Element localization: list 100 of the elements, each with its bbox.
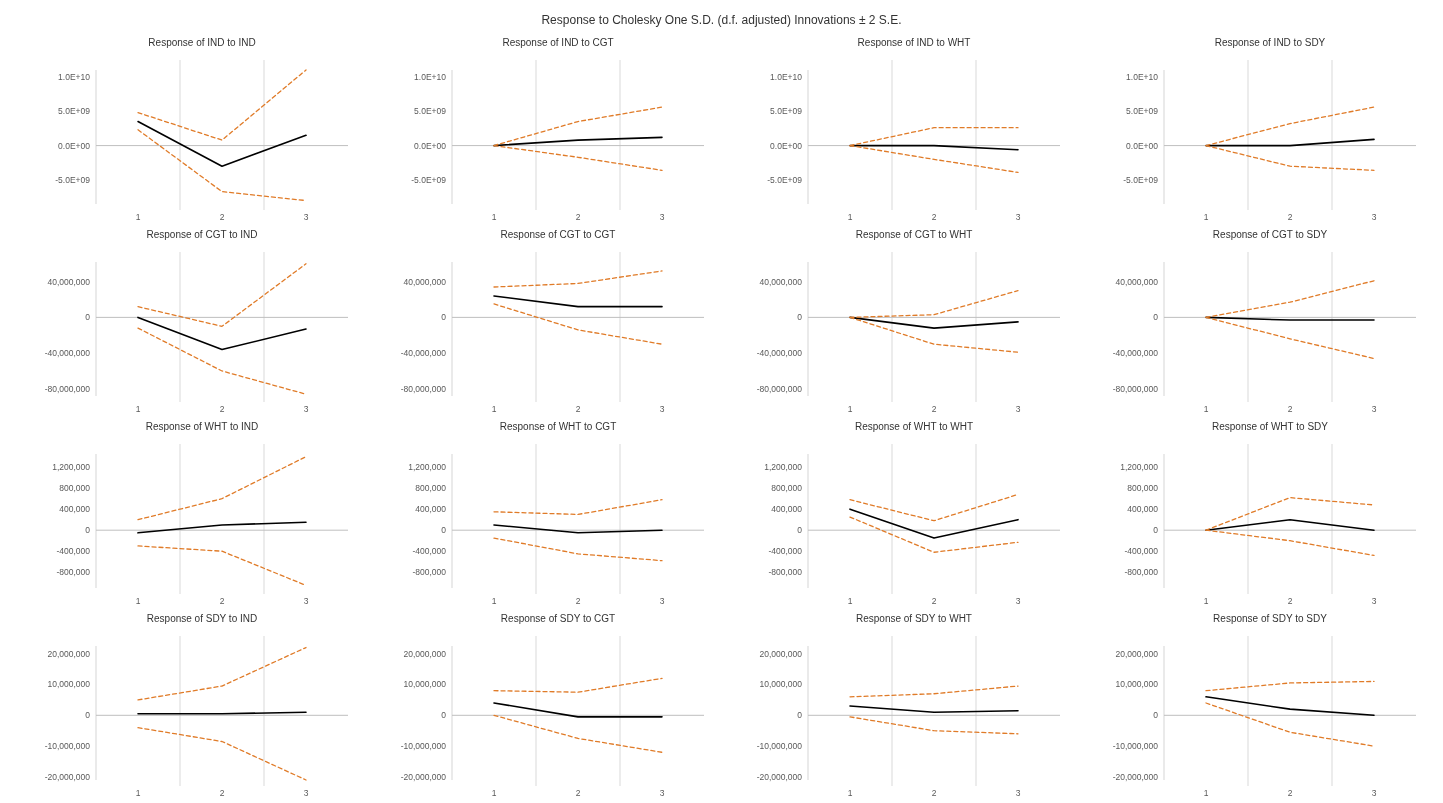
y-tick-label: 800,000	[415, 483, 447, 494]
y-tick-label: -5.0E+09	[55, 174, 91, 185]
y-tick-label: 0	[441, 525, 447, 536]
y-tick-label: 0	[797, 525, 803, 536]
chart-title: Response of SDY to CGT	[500, 613, 616, 624]
y-tick-label: -5.0E+09	[411, 174, 447, 185]
chart-title: Response of CGT to CGT	[500, 229, 616, 240]
y-tick-label: 40,000,000	[47, 276, 91, 287]
y-tick-label: -400,000	[56, 546, 91, 557]
x-tick-label: 3	[1371, 212, 1377, 222]
chart-title: Response of SDY to WHT	[856, 613, 972, 624]
chart-title: Response of IND to SDY	[1214, 37, 1326, 48]
y-tick-label: 40,000,000	[403, 276, 447, 287]
x-tick-label: 1	[135, 212, 141, 222]
x-tick-label: 3	[1371, 596, 1377, 606]
y-tick-label: -40,000,000	[44, 348, 91, 359]
chart-title: Response of CGT to WHT	[855, 229, 973, 240]
x-tick-label: 2	[219, 404, 225, 414]
y-tick-label: 1.0E+10	[58, 71, 91, 82]
x-tick-label: 2	[931, 596, 937, 606]
x-tick-label: 1	[847, 596, 853, 606]
y-tick-label: 40,000,000	[759, 276, 803, 287]
x-tick-label: 2	[575, 404, 581, 414]
x-tick-label: 3	[659, 788, 665, 798]
y-tick-label: 20,000,000	[403, 648, 447, 659]
text: Response to Cholesky One S.D. (d.f. adjusted) Innovations ± 2 S.E.	[541, 13, 902, 27]
y-tick-label: 10,000,000	[759, 679, 803, 690]
y-tick-label: 1.0E+10	[770, 71, 803, 82]
y-tick-label: -400,000	[1124, 546, 1159, 557]
chart-title: Response of WHT to IND	[145, 421, 259, 432]
chart-title: Response of CGT to IND	[146, 229, 258, 240]
y-tick-label: 20,000,000	[47, 648, 91, 659]
y-tick-label: 20,000,000	[1115, 648, 1159, 659]
y-tick-label: -80,000,000	[1112, 383, 1159, 394]
x-tick-label: 1	[491, 212, 497, 222]
chart-title: Response of SDY to IND	[146, 613, 258, 624]
x-tick-label: 3	[303, 596, 309, 606]
x-tick-label: 1	[847, 788, 853, 798]
x-tick-label: 3	[659, 596, 665, 606]
y-tick-label: 5.0E+09	[58, 106, 91, 117]
x-tick-label: 1	[847, 404, 853, 414]
y-tick-label: 1,200,000	[1120, 462, 1159, 473]
x-tick-label: 3	[1015, 404, 1021, 414]
x-tick-label: 3	[1015, 212, 1021, 222]
y-tick-label: -5.0E+09	[1123, 174, 1159, 185]
y-tick-label: -80,000,000	[400, 383, 447, 394]
y-tick-label: 10,000,000	[1115, 679, 1159, 690]
x-tick-label: 2	[219, 596, 225, 606]
x-tick-label: 1	[847, 212, 853, 222]
y-tick-label: -20,000,000	[400, 771, 447, 782]
y-tick-label: 0	[441, 710, 447, 721]
y-tick-label: 0	[441, 312, 447, 323]
x-tick-label: 3	[659, 212, 665, 222]
x-tick-label: 3	[659, 404, 665, 414]
y-tick-label: 5.0E+09	[770, 106, 803, 117]
x-tick-label: 1	[1203, 212, 1209, 222]
y-tick-label: -400,000	[412, 546, 447, 557]
y-tick-label: -5.0E+09	[767, 174, 803, 185]
x-tick-label: 1	[1203, 596, 1209, 606]
chart-title: Response of WHT to SDY	[1212, 421, 1329, 432]
x-tick-label: 1	[491, 788, 497, 798]
y-tick-label: -20,000,000	[1112, 771, 1159, 782]
x-tick-label: 2	[1287, 404, 1293, 414]
y-tick-label: 0	[797, 710, 803, 721]
x-tick-label: 2	[575, 212, 581, 222]
y-tick-label: -800,000	[1124, 567, 1159, 578]
y-tick-label: 400,000	[771, 504, 803, 515]
x-tick-label: 3	[1371, 788, 1377, 798]
chart-title: Response of IND to WHT	[857, 37, 971, 48]
x-tick-label: 2	[1287, 788, 1293, 798]
y-tick-label: -80,000,000	[756, 383, 803, 394]
x-tick-label: 2	[931, 212, 937, 222]
y-tick-label: 0	[1153, 525, 1159, 536]
y-tick-label: 0	[1153, 312, 1159, 323]
y-tick-label: -20,000,000	[44, 771, 91, 782]
y-tick-label: 0	[797, 312, 803, 323]
y-tick-label: -20,000,000	[756, 771, 803, 782]
y-tick-label: 0	[85, 312, 91, 323]
x-tick-label: 1	[1203, 404, 1209, 414]
x-tick-label: 1	[135, 404, 141, 414]
x-tick-label: 1	[135, 596, 141, 606]
x-tick-label: 2	[219, 788, 225, 798]
y-tick-label: -10,000,000	[400, 741, 447, 752]
x-tick-label: 1	[491, 404, 497, 414]
chart-title: Response of SDY to SDY	[1213, 613, 1328, 624]
x-tick-label: 2	[575, 596, 581, 606]
y-tick-label: -40,000,000	[400, 348, 447, 359]
x-tick-label: 1	[1203, 788, 1209, 798]
y-tick-label: 0	[85, 525, 91, 536]
chart-title: Response of IND to IND	[148, 37, 256, 48]
x-tick-label: 2	[931, 788, 937, 798]
y-tick-label: 5.0E+09	[1126, 106, 1159, 117]
x-tick-label: 1	[135, 788, 141, 798]
y-tick-label: 0.0E+00	[770, 140, 803, 151]
y-tick-label: -10,000,000	[44, 741, 91, 752]
y-tick-label: -40,000,000	[1112, 348, 1159, 359]
x-tick-label: 2	[219, 212, 225, 222]
chart-title: Response of CGT to SDY	[1212, 229, 1328, 240]
x-tick-label: 3	[1015, 596, 1021, 606]
x-tick-label: 3	[303, 788, 309, 798]
